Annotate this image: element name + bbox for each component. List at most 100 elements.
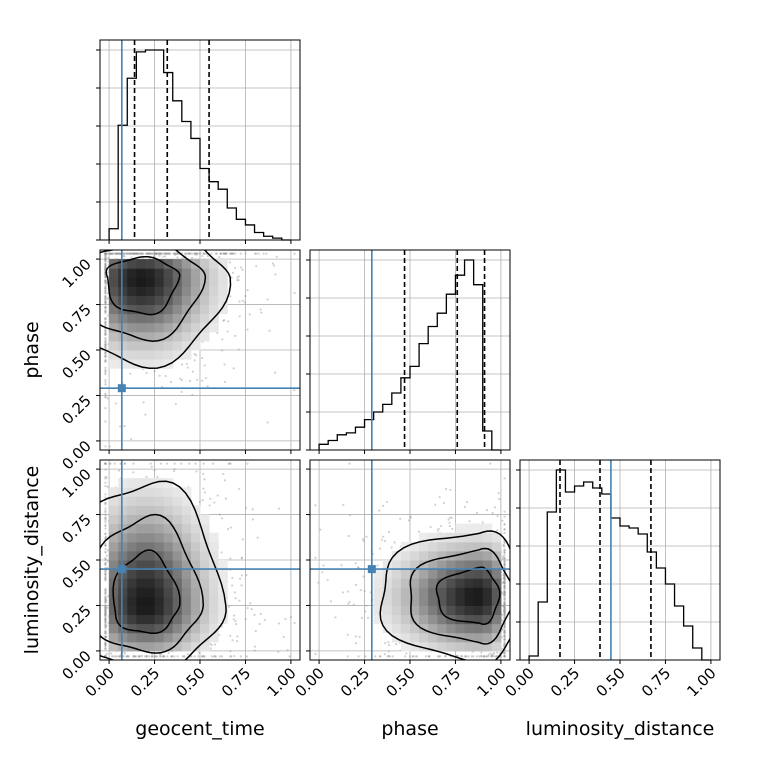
- density-contour: [435, 566, 501, 625]
- sample-point: [244, 618, 247, 621]
- sample-point: [104, 614, 107, 617]
- sample-point: [166, 252, 170, 255]
- density-cell: [190, 331, 201, 342]
- sample-point: [104, 608, 107, 611]
- sample-point: [148, 252, 151, 255]
- density-cell: [491, 587, 502, 597]
- sample-point: [153, 252, 156, 256]
- sample-point: [172, 252, 175, 255]
- sample-point: [104, 275, 107, 278]
- sample-point: [104, 252, 107, 255]
- sample-point: [117, 469, 120, 472]
- density-contour: [100, 250, 207, 342]
- sample-point: [314, 556, 317, 559]
- sample-point: [222, 473, 225, 476]
- sample-point: [275, 255, 278, 258]
- density-cell: [172, 596, 183, 606]
- sample-point: [348, 600, 351, 604]
- sample-point: [503, 577, 506, 580]
- sample-point: [503, 650, 506, 653]
- sample-point: [104, 603, 107, 606]
- sample-point: [104, 318, 107, 321]
- sample-point: [223, 252, 226, 255]
- sample-point: [104, 322, 107, 325]
- density-cell: [200, 569, 210, 579]
- sample-point: [503, 638, 506, 641]
- density-cell: [373, 587, 384, 597]
- sample-point: [133, 655, 136, 658]
- sample-point: [503, 625, 506, 628]
- sample-point: [223, 252, 226, 255]
- sample-point: [503, 565, 506, 568]
- sample-point: [134, 655, 138, 658]
- sample-point: [387, 530, 391, 533]
- sample-point: [501, 619, 504, 622]
- sample-point: [130, 252, 133, 255]
- sample-point: [503, 585, 506, 588]
- sample-point: [188, 379, 191, 383]
- sample-point: [104, 279, 107, 282]
- sample-point: [503, 574, 506, 577]
- sample-point: [503, 563, 506, 566]
- sample-point: [104, 252, 107, 255]
- sample-point: [104, 643, 107, 647]
- sample-point: [319, 528, 322, 531]
- sample-point: [427, 655, 431, 658]
- sample-point: [115, 252, 119, 255]
- sample-point: [107, 314, 110, 317]
- density-cell: [172, 295, 183, 306]
- density-cell: [455, 596, 466, 606]
- density-cell: [209, 259, 219, 269]
- density-cell: [136, 487, 146, 497]
- sample-point: [289, 616, 293, 619]
- sample-point: [259, 308, 262, 311]
- density-cell: [163, 578, 174, 588]
- sample-point: [322, 564, 325, 567]
- sample-point: [104, 301, 107, 304]
- sample-point: [503, 631, 506, 634]
- sample-point: [104, 632, 107, 635]
- sample-point: [223, 479, 227, 482]
- density-cell: [218, 277, 228, 287]
- sample-point: [104, 632, 107, 635]
- sample-point: [395, 642, 398, 646]
- density-cell: [190, 641, 201, 652]
- sample-point: [104, 600, 107, 604]
- sample-point: [503, 557, 506, 560]
- sample-point: [126, 252, 129, 255]
- sample-point: [119, 425, 122, 428]
- sample-point: [232, 367, 235, 370]
- sample-point: [159, 462, 162, 465]
- sample-point: [409, 515, 412, 518]
- sample-point: [503, 625, 506, 628]
- sample-point: [176, 252, 179, 255]
- y-tick-label: 0.25: [58, 392, 94, 428]
- sample-point: [235, 623, 238, 626]
- density-cell: [154, 560, 165, 570]
- density-cell: [209, 322, 219, 333]
- sample-point: [180, 462, 183, 465]
- sample-point: [348, 462, 351, 465]
- density-cell: [154, 322, 165, 333]
- density-cell: [154, 359, 165, 369]
- density-cell: [172, 532, 183, 543]
- sample-point: [104, 462, 107, 465]
- sample-point: [104, 300, 107, 303]
- sample-point: [154, 252, 158, 255]
- sample-point: [173, 467, 176, 471]
- sample-point: [123, 650, 126, 654]
- density-cell: [209, 541, 219, 552]
- sample-point: [104, 321, 107, 324]
- sample-point: [503, 576, 506, 579]
- sample-point: [104, 285, 107, 289]
- sample-point: [125, 655, 128, 658]
- density-cell: [373, 614, 384, 625]
- sample-point: [104, 258, 107, 261]
- sample-point: [104, 642, 107, 645]
- sample-point: [502, 604, 505, 608]
- sample-point: [352, 603, 355, 606]
- density-cell: [136, 605, 146, 616]
- sample-point: [104, 636, 107, 640]
- sample-point: [503, 594, 506, 597]
- sample-point: [104, 532, 107, 535]
